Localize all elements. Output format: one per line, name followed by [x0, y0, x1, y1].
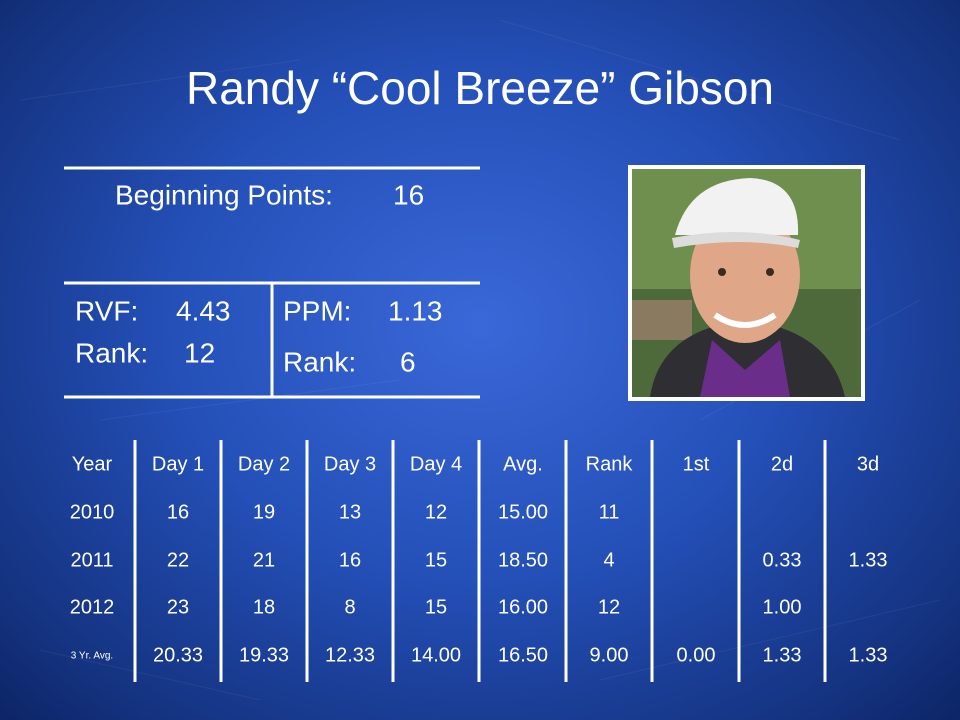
row-label: 2010: [70, 501, 115, 523]
table-cell: 13: [339, 501, 361, 523]
table-cell: 11: [599, 501, 620, 523]
column-header: Rank: [586, 453, 634, 475]
table-cell: 19.33: [239, 644, 289, 666]
column-header: Day 1: [152, 453, 204, 475]
table-cell: 4: [603, 549, 614, 571]
table-cell: 14.00: [411, 644, 461, 666]
table-cell: 20.33: [153, 644, 203, 666]
table-cell: 12: [598, 596, 620, 618]
column-header: 3d: [857, 453, 879, 475]
column-header: 2d: [771, 453, 793, 475]
beginning-points-value: 16: [393, 179, 424, 210]
rvf-value: 4.43: [176, 295, 231, 326]
table-cell: 8: [344, 596, 355, 618]
stats-table: Year Day 1 Day 2 Day 3 Day 4 Avg. Rank 1st 2d 3d 2…: [70, 440, 888, 682]
table-cell: 1.00: [763, 596, 802, 618]
column-header: Day 4: [410, 453, 462, 475]
ppm-rank-value: 6: [400, 346, 416, 377]
table-cell: 18: [253, 596, 275, 618]
table-cell: 23: [167, 596, 189, 618]
table-cell: 0.33: [763, 549, 802, 571]
table-cell: 16: [339, 549, 361, 571]
table-cell: 15: [425, 596, 447, 618]
table-cell: 1.33: [763, 644, 802, 666]
table-cell: 9.00: [590, 644, 629, 666]
column-header: 1st: [683, 453, 710, 475]
table-cell: 1.33: [849, 644, 888, 666]
table-cell: 12: [425, 501, 447, 523]
column-header: Day 3: [324, 453, 376, 475]
table-cell: 19: [253, 501, 275, 523]
table-cell: 22: [167, 549, 189, 571]
column-header: Year: [72, 453, 113, 475]
row-label: 2011: [70, 549, 113, 571]
rvf-label: RVF:: [75, 295, 138, 326]
rvf-rank-label: Rank:: [75, 337, 148, 368]
ppm-label: PPM:: [283, 295, 351, 326]
photo: [628, 165, 865, 401]
ppm-rank-label: Rank:: [283, 346, 356, 377]
column-header: Day 2: [238, 453, 290, 475]
slide-title: Randy “Cool Breeze” Gibson: [186, 62, 774, 114]
table-cell: 21: [253, 549, 275, 571]
row-label: 3 Yr. Avg.: [71, 651, 113, 662]
table-cell: 12.33: [325, 644, 375, 666]
column-header: Avg.: [503, 453, 543, 475]
table-cell: 16: [167, 501, 189, 523]
row-label: 2012: [70, 596, 115, 618]
table-cell: 1.33: [849, 549, 888, 571]
table-cell: 0.00: [677, 644, 716, 666]
table-cell: 18.50: [498, 549, 548, 571]
table-cell: 15.00: [498, 501, 548, 523]
beginning-points-label: Beginning Points:: [115, 179, 333, 210]
divider-lines: [64, 166, 480, 399]
rvf-rank-value: 12: [184, 337, 215, 368]
ppm-value: 1.13: [388, 295, 443, 326]
table-cell: 16.00: [498, 596, 548, 618]
table-cell: 15: [425, 549, 447, 571]
table-cell: 16.50: [498, 644, 548, 666]
